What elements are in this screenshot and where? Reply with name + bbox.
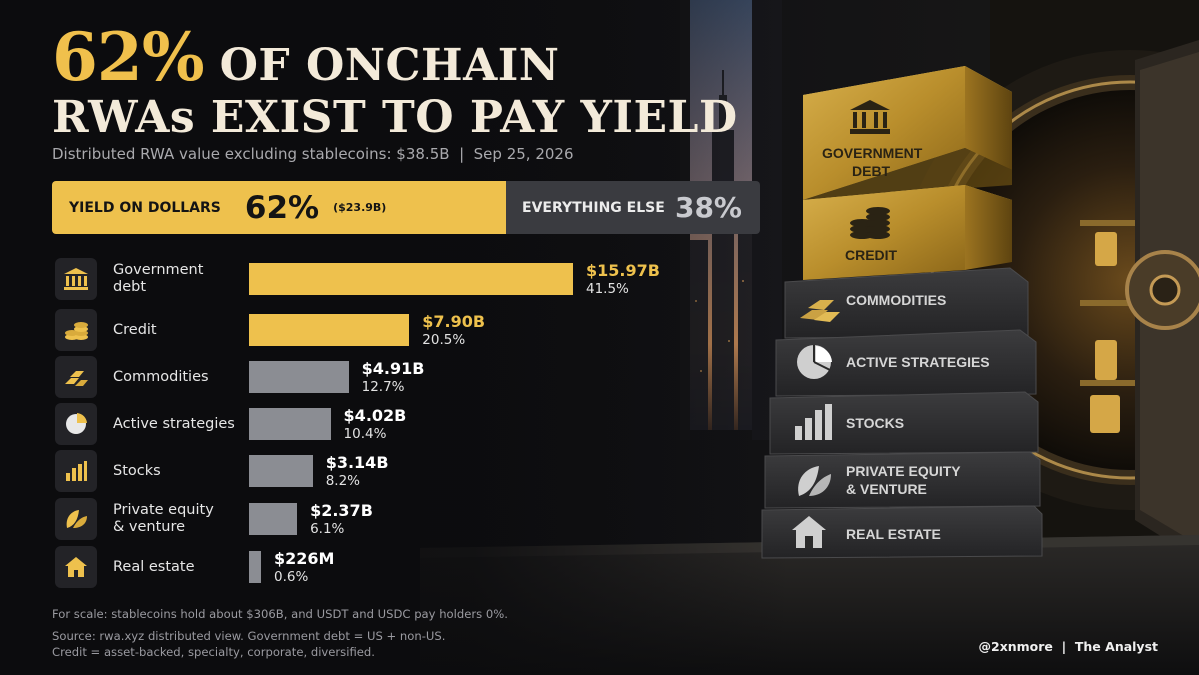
bar-category-label: Credit	[113, 321, 157, 338]
bar-row: Real estate $226M 0.6%	[55, 544, 695, 590]
stack-label-private-equity: PRIVATE EQUITY	[846, 463, 961, 479]
stack-pie-icon	[797, 345, 832, 379]
bar-category-label: Stocks	[113, 462, 161, 479]
house-icon	[55, 546, 97, 588]
bar-value-label: $7.90B	[422, 312, 486, 331]
source-note: Source: rwa.xyz distributed view. Govern…	[52, 629, 446, 643]
bar-row: Private equity & venture $2.37B 6.1%	[55, 496, 695, 542]
bar-share-label: 10.4%	[343, 426, 387, 442]
headline-percent: 62%	[52, 18, 205, 96]
bar-chart-icon	[55, 450, 97, 492]
bar-category-label: Commodities	[113, 368, 209, 385]
bar-share-label: 0.6%	[274, 569, 309, 585]
stack-house-icon	[792, 516, 826, 548]
bar	[249, 361, 349, 393]
stack-label-active-strategies: ACTIVE STRATEGIES	[846, 354, 990, 370]
bar-row: Active strategies $4.02B 10.4%	[55, 401, 695, 447]
stack-block-commodities	[784, 267, 1029, 339]
stack-block-credit	[803, 185, 1012, 280]
else-label: EVERYTHING ELSE	[522, 199, 665, 216]
bar-category-label: Private equity & venture	[113, 502, 214, 535]
yield-percent: 62%	[244, 189, 320, 226]
coins-icon	[55, 309, 97, 351]
bar-value-label: $226M	[274, 549, 335, 568]
headline-line2: RWAs EXIST TO PAY YIELD	[52, 92, 738, 143]
bar-share-label: 20.5%	[422, 332, 466, 348]
bar	[249, 263, 573, 295]
stack-label-credit: CREDIT	[845, 247, 898, 263]
headline-line1: OF ONCHAIN	[219, 40, 560, 91]
yield-segment: YIELD ON DOLLARS 62% ($23.9B)	[52, 181, 506, 234]
leaf-icon	[55, 498, 97, 540]
bar-share-label: 6.1%	[310, 521, 345, 537]
stack-block-active-strategies	[775, 329, 1037, 397]
yield-split-bar: YIELD ON DOLLARS 62% ($23.9B) EVERYTHING…	[52, 181, 760, 234]
yield-label: YIELD ON DOLLARS	[69, 199, 221, 216]
bar	[249, 551, 261, 583]
stack-block-real-estate	[761, 505, 1043, 559]
bar-category-label: Government debt	[113, 262, 204, 295]
yield-amount: ($23.9B)	[333, 201, 387, 214]
stack-label-venture: & VENTURE	[846, 481, 927, 497]
bar-value-label: $15.97B	[586, 261, 660, 280]
footnotes: For scale: stablecoins hold about $306B,…	[52, 606, 508, 660]
bar-category-label: Real estate	[113, 558, 195, 575]
stack-coins-icon	[850, 207, 890, 239]
headline: 62% OF ONCHAIN RWAs EXIST TO PAY YIELD	[52, 18, 738, 143]
bar-share-label: 8.2%	[325, 473, 361, 489]
bar-row: Credit $7.90B 20.5%	[55, 307, 695, 353]
stack-label-stocks: STOCKS	[846, 415, 904, 431]
bar-share-label: 12.7%	[361, 379, 405, 395]
bar-value-label: $2.37B	[310, 501, 373, 520]
credit-definition-note: Credit = asset-backed, specialty, corpor…	[52, 645, 375, 659]
stack-bank-icon	[850, 100, 890, 134]
stack-label-government: GOVERNMENT	[822, 145, 923, 161]
bar	[249, 314, 410, 346]
bar	[249, 455, 313, 487]
subtitle: Distributed RWA value excluding stableco…	[52, 145, 574, 163]
bank-icon	[55, 258, 97, 300]
block-stack: GOVERNMENT DEBT CREDIT COMMODITIES ACTIV…	[761, 66, 1043, 559]
stack-block-private-equity	[764, 451, 1041, 509]
pie-chart-icon	[55, 403, 97, 445]
stack-label-debt: DEBT	[852, 163, 891, 179]
bar	[249, 503, 298, 535]
bar	[249, 408, 331, 440]
bar-row: Stocks $3.14B 8.2%	[55, 448, 695, 494]
scale-note: For scale: stablecoins hold about $306B,…	[52, 607, 508, 621]
stack-gold-bars-icon	[800, 300, 840, 322]
gold-bars-icon	[55, 356, 97, 398]
bar-category-label: Active strategies	[113, 415, 235, 432]
bar-row: Government debt $15.97B 41.5%	[55, 256, 695, 302]
bar-share-label: 41.5%	[586, 281, 629, 297]
bar-value-label: $4.91B	[361, 359, 425, 378]
bar-value-label: $4.02B	[343, 406, 407, 425]
stack-leaf-icon	[798, 466, 831, 496]
else-percent: 38%	[674, 191, 742, 224]
footer-credit: @2xnmore | The Analyst	[978, 639, 1159, 654]
stack-label-commodities: COMMODITIES	[846, 292, 946, 308]
bar-row: Commodities $4.91B 12.7%	[55, 354, 695, 400]
stack-label-real-estate: REAL ESTATE	[846, 526, 941, 542]
stack-block-stocks	[769, 391, 1039, 455]
bar-value-label: $3.14B	[325, 453, 389, 472]
else-segment: EVERYTHING ELSE 38%	[506, 181, 760, 234]
stack-bar-chart-icon	[795, 404, 832, 440]
